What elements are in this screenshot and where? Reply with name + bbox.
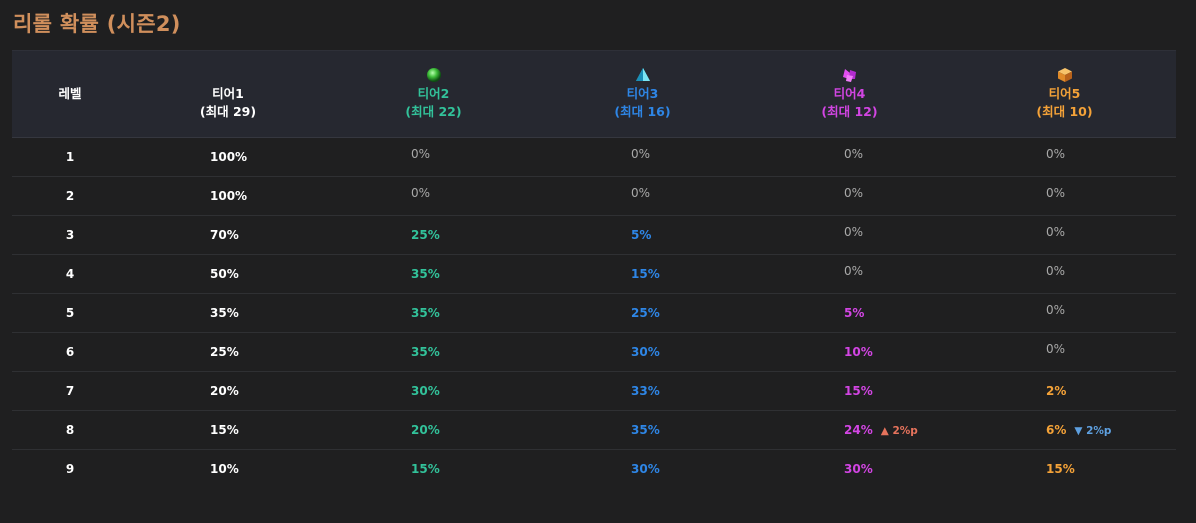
purple-crystal-icon xyxy=(746,67,953,85)
tier5-cell: 0% xyxy=(1046,186,1066,200)
tier3-cell: 33% xyxy=(631,384,660,398)
reroll-odds-table: 레벨 티어1 (최대 29) 티어2 (최대 22) xyxy=(12,50,1176,489)
tier3-cell: 15% xyxy=(631,267,660,281)
tier4-cell: 15% xyxy=(844,384,873,398)
tier2-cell: 35% xyxy=(411,345,440,359)
tier4-cell: 24% xyxy=(844,423,873,437)
tier5-cell: 0% xyxy=(1046,342,1066,356)
orange-box-icon xyxy=(953,67,1176,85)
tier2-cell: 20% xyxy=(411,423,440,437)
tier4-cell: 0% xyxy=(844,225,864,239)
tier5-cell: 6% xyxy=(1046,423,1067,437)
level-cell: 1 xyxy=(12,137,128,177)
tier1-cell: 70% xyxy=(128,215,328,255)
tier1-cell: 50% xyxy=(128,254,328,294)
green-orb-icon xyxy=(328,67,539,85)
tier3-cell: 30% xyxy=(631,345,660,359)
level-cell: 6 xyxy=(12,332,128,372)
level-cell: 9 xyxy=(65,462,75,477)
table-row: 4 50% 35% 15% 0% 0% xyxy=(12,254,1176,294)
tier5-cell: 0% xyxy=(1046,303,1066,317)
table-row: 8 15% 20% 35% 24% ▲ 2%p 6% ▼ 2%p xyxy=(12,410,1176,450)
tier5-cell: 2% xyxy=(1046,384,1067,398)
tier3-cell: 5% xyxy=(631,228,652,242)
tier5-cell: 0% xyxy=(1046,264,1066,278)
tier3-cell: 35% xyxy=(631,423,660,437)
level-cell: 5 xyxy=(12,293,128,333)
tier3-cell: 30% xyxy=(631,462,660,477)
level-cell: 4 xyxy=(12,254,128,294)
tier4-cell: 30% xyxy=(844,462,873,477)
header-tier5: 티어5 (최대 10) xyxy=(953,50,1176,138)
level-cell: 3 xyxy=(12,215,128,255)
tier4-max: (최대 12) xyxy=(821,104,878,119)
level-cell: 8 xyxy=(12,410,128,450)
tier2-name: 티어2 xyxy=(417,86,450,101)
header-tier3: 티어3 (최대 16) xyxy=(539,50,746,138)
tier4-change-badge: ▲ 2%p xyxy=(880,425,918,437)
tier1-cell: 10% xyxy=(210,462,239,477)
tier5-cell: 0% xyxy=(1046,225,1066,239)
tier3-cell: 0% xyxy=(631,147,651,161)
header-tier4: 티어4 (최대 12) xyxy=(746,50,953,138)
tier3-max: (최대 16) xyxy=(614,104,671,119)
tier4-cell: 10% xyxy=(844,345,873,359)
tier2-cell: 25% xyxy=(411,228,440,242)
level-cell: 7 xyxy=(12,371,128,411)
table-row: 2 100% 0% 0% 0% 0% xyxy=(12,176,1176,216)
table-row: 3 70% 25% 5% 0% 0% xyxy=(12,215,1176,255)
tier1-cell: 25% xyxy=(128,332,328,372)
table-header-row: 레벨 티어1 (최대 29) 티어2 (최대 22) xyxy=(12,50,1176,138)
page-title: 리롤 확률 (시즌2) xyxy=(13,12,181,36)
tier1-cell: 100% xyxy=(128,176,328,216)
blue-pyramid-icon xyxy=(539,67,746,85)
tier2-max: (최대 22) xyxy=(405,104,462,119)
tier4-cell: 0% xyxy=(844,147,864,161)
header-tier2: 티어2 (최대 22) xyxy=(328,50,539,138)
tier5-cell: 0% xyxy=(1046,147,1066,161)
reroll-odds-table-container: 레벨 티어1 (최대 29) 티어2 (최대 22) xyxy=(12,50,1176,489)
level-cell: 2 xyxy=(12,176,128,216)
tier2-cell: 0% xyxy=(411,147,431,161)
tier2-cell: 0% xyxy=(411,186,431,200)
header-level: 레벨 xyxy=(12,50,128,138)
header-tier1: 티어1 (최대 29) xyxy=(128,50,328,138)
tier5-name: 티어5 xyxy=(1048,86,1081,101)
tier1-cell: 35% xyxy=(128,293,328,333)
tier2-cell: 35% xyxy=(411,306,440,320)
tier4-cell: 5% xyxy=(844,306,865,320)
tier3-cell: 25% xyxy=(631,306,660,320)
tier2-cell: 35% xyxy=(411,267,440,281)
tier4-cell: 0% xyxy=(844,186,864,200)
tier5-max: (최대 10) xyxy=(1036,104,1093,119)
tier1-cell: 15% xyxy=(128,410,328,450)
table-row: 7 20% 30% 33% 15% 2% xyxy=(12,371,1176,411)
tier5-cell: 15% xyxy=(1046,462,1075,477)
tier1-cell: 100% xyxy=(128,137,328,177)
table-row: 6 25% 35% 30% 10% 0% xyxy=(12,332,1176,372)
table-row: 9 10% 15% 30% 30% 15% xyxy=(12,450,1176,489)
tier5-change-badge: ▼ 2%p xyxy=(1074,425,1112,437)
tier1-max: (최대 29) xyxy=(199,104,257,119)
tier4-cell: 0% xyxy=(844,264,864,278)
tier4-name: 티어4 xyxy=(833,86,866,101)
table-row: 1 100% 0% 0% 0% 0% xyxy=(12,137,1176,177)
tier2-cell: 30% xyxy=(411,384,440,398)
tier2-cell: 15% xyxy=(411,462,440,477)
tier1-cell: 20% xyxy=(128,371,328,411)
tier3-cell: 0% xyxy=(631,186,651,200)
table-row: 5 35% 35% 25% 5% 0% xyxy=(12,293,1176,333)
tier3-name: 티어3 xyxy=(626,86,659,101)
tier1-name: 티어1 xyxy=(212,86,244,101)
